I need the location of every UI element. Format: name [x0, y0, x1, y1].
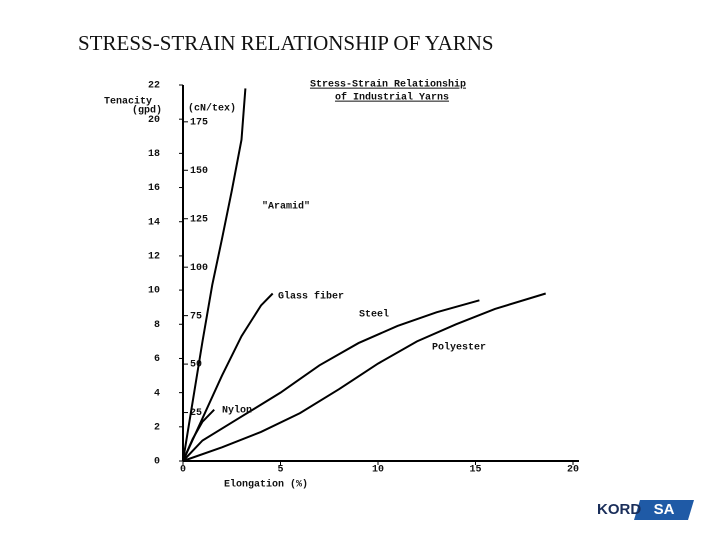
y-tick-label: 12: [148, 252, 160, 263]
series-label: Steel: [359, 309, 389, 321]
logo-text: KORD: [597, 501, 641, 518]
y-tick-label: 8: [154, 320, 160, 331]
chart-title: Stress-Strain Relationship: [310, 79, 466, 91]
y-tick-label: 0: [154, 457, 160, 468]
x-tick-label: 15: [469, 465, 481, 476]
series-line: [182, 292, 546, 462]
y2-tick-label: 75: [190, 311, 202, 322]
y-tick-label: 2: [154, 422, 160, 433]
x-tick-label: 5: [277, 465, 283, 476]
y-tick-label: 18: [148, 149, 160, 160]
series-label: Glass fiber: [278, 291, 344, 303]
y-tick-label: 22: [148, 81, 160, 92]
logo: KORD SA: [597, 500, 694, 520]
y-tick-label: 16: [148, 183, 160, 194]
x-tick-label: 10: [372, 465, 384, 476]
series-line: [182, 409, 215, 462]
slide-title: STRESS-STRAIN RELATIONSHIP OF YARNS: [78, 31, 494, 55]
series-label: Nylon: [222, 405, 252, 417]
chart-title: of Industrial Yarns: [335, 92, 449, 104]
series-label: Polyester: [432, 342, 486, 354]
y-tick-label: 6: [154, 354, 160, 365]
y2-tick-label: 125: [190, 214, 208, 225]
y-tick-label: 20: [148, 115, 160, 126]
x-tick-label: 0: [180, 465, 186, 476]
y-axis-label: (gpd): [132, 105, 162, 117]
y2-tick-label: 150: [190, 166, 208, 177]
x-axis-label: Elongation (%): [224, 479, 308, 491]
y-tick-label: 14: [148, 217, 160, 228]
series-line: [182, 88, 247, 462]
y-axis-label: Tenacity: [104, 96, 152, 108]
y2-tick-label: 175: [190, 117, 208, 128]
y2-axis-label: (cN/tex): [188, 103, 236, 115]
series-label: "Aramid": [262, 201, 310, 213]
logo-shape: [634, 500, 694, 520]
series-line: [182, 299, 480, 462]
y2-tick-label: 50: [190, 360, 202, 371]
y2-tick-label: 25: [190, 408, 202, 419]
x-tick-label: 20: [567, 465, 579, 476]
y-tick-label: 10: [148, 286, 160, 297]
y2-tick-label: 100: [190, 263, 208, 274]
logo-text: SA: [654, 501, 675, 518]
y-tick-label: 4: [154, 388, 160, 399]
